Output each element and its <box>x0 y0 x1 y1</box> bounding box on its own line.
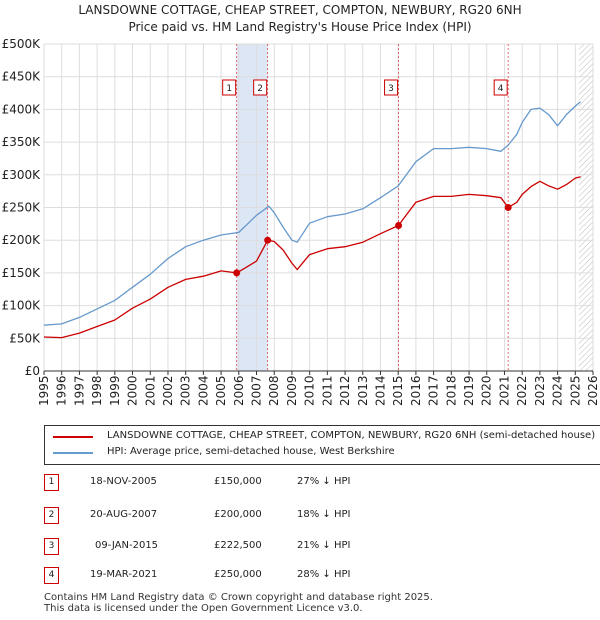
x-tick-label: 2022 <box>515 375 529 406</box>
sale-point <box>233 269 241 277</box>
x-tick-label: 1999 <box>108 375 122 406</box>
x-tick-label: 2003 <box>179 375 193 406</box>
x-tick-label: 1998 <box>90 375 104 406</box>
y-tick-label: £400K <box>2 102 42 116</box>
chart-subtitle: Price paid vs. HM Land Registry's House … <box>128 20 472 34</box>
y-tick-label: £300K <box>2 168 42 182</box>
y-tick-label: £100K <box>2 299 42 313</box>
sale-row: 4 19-MAR-2021 £250,000 28% ↓ HPI <box>44 565 374 585</box>
sale-label-number: 4 <box>498 84 504 94</box>
sale-price: £250,000 <box>214 569 262 580</box>
legend-label-hpi: HPI: Average price, semi-detached house,… <box>107 446 395 457</box>
x-tick-label: 2016 <box>409 375 423 406</box>
chart-title: LANSDOWNE COTTAGE, CHEAP STREET, COMPTON… <box>78 3 522 17</box>
x-tick-label: 2008 <box>267 375 281 406</box>
y-tick-label: £50K <box>9 331 41 345</box>
sale-date: 09-JAN-2015 <box>95 540 159 551</box>
y-tick-label: £500K <box>2 37 42 51</box>
sale-point <box>264 236 272 244</box>
x-tick-label: 2005 <box>214 375 228 406</box>
x-tick-label: 1997 <box>72 375 86 406</box>
x-tick-label: 2011 <box>320 375 334 406</box>
sale-price: £222,500 <box>214 540 262 551</box>
footer-licence: This data is licensed under the Open Gov… <box>44 603 363 614</box>
x-tick-label: 2021 <box>497 375 511 406</box>
sale-date: 19-MAR-2021 <box>90 569 158 580</box>
x-tick-label: 2026 <box>586 375 600 406</box>
sale-point <box>504 204 512 211</box>
sale-date: 20-AUG-2007 <box>90 509 158 520</box>
y-tick-label: £450K <box>2 70 42 84</box>
hpi-line <box>43 101 582 326</box>
x-tick-label: 2018 <box>444 375 458 406</box>
x-tick-label: 2025 <box>568 375 582 406</box>
legend: LANSDOWNE COTTAGE, CHEAP STREET, COMPTON… <box>44 425 600 465</box>
x-tick-label: 2024 <box>551 375 565 406</box>
sale-label-box <box>384 79 399 96</box>
sale-label-number: 2 <box>257 84 263 94</box>
sale-label-box <box>493 79 508 96</box>
x-tick-label: 2006 <box>232 375 246 406</box>
sale-label-number: 1 <box>226 84 232 94</box>
sale-price: £200,000 <box>214 509 262 520</box>
x-tick-label: 2013 <box>356 375 370 406</box>
x-tick-label: 2002 <box>161 375 175 406</box>
sale-point <box>395 221 403 229</box>
sale-number-badge: 3 <box>44 538 59 555</box>
x-tick-label: 2000 <box>126 375 140 406</box>
sale-hpi-diff: 21% ↓ HPI <box>297 540 351 551</box>
sale-hpi-diff: 27% ↓ HPI <box>297 476 351 487</box>
sale-number-badge: 1 <box>44 474 59 491</box>
x-tick-label: 2019 <box>462 375 476 406</box>
y-tick-label: £350K <box>2 135 42 149</box>
sale-hpi-diff: 28% ↓ HPI <box>297 569 351 580</box>
x-tick-label: 1995 <box>37 375 51 406</box>
sale-number-badge: 2 <box>44 507 59 524</box>
chart-title-block: LANSDOWNE COTTAGE, CHEAP STREET, COMPTON… <box>0 2 600 36</box>
x-tick-label: 2020 <box>480 375 494 406</box>
x-tick-label: 2015 <box>391 375 405 406</box>
sale-row: 3 09-JAN-2015 £222,500 21% ↓ HPI <box>44 536 374 556</box>
footer: Contains HM Land Registry data © Crown c… <box>44 592 433 614</box>
sale-label-box <box>253 79 268 96</box>
sale-number-badge: 4 <box>44 567 59 584</box>
footer-copyright: Contains HM Land Registry data © Crown c… <box>44 592 433 603</box>
sale-hpi-diff: 18% ↓ HPI <box>297 509 351 520</box>
legend-line-hpi <box>53 452 93 454</box>
y-tick-label: £0 <box>25 364 40 378</box>
x-tick-label: 1996 <box>55 375 69 406</box>
x-tick-label: 2007 <box>250 375 264 406</box>
y-tick-label: £150K <box>2 266 42 280</box>
x-tick-label: 2023 <box>533 375 547 406</box>
x-tick-label: 2009 <box>285 375 299 406</box>
x-tick-label: 2001 <box>143 375 157 406</box>
sale-label-box <box>222 79 237 96</box>
sale-date: 18-NOV-2005 <box>90 476 157 487</box>
sale-price: £150,000 <box>214 476 262 487</box>
sale-row: 2 20-AUG-2007 £200,000 18% ↓ HPI <box>44 505 374 525</box>
sale-label-number: 3 <box>388 84 394 94</box>
legend-label-property: LANSDOWNE COTTAGE, CHEAP STREET, COMPTON… <box>107 430 596 441</box>
price-chart: 1 2 3 4 £0 £50K £100K £150K £200K £250K £300K £350… <box>2 37 600 406</box>
y-tick-label: £200K <box>2 233 42 247</box>
x-tick-label: 2010 <box>303 375 317 406</box>
sale-row: 1 18-NOV-2005 £150,000 27% ↓ HPI <box>44 472 374 492</box>
x-tick-label: 2004 <box>196 375 210 406</box>
y-tick-label: £250K <box>2 201 42 215</box>
property-price-line <box>43 176 581 339</box>
x-tick-label: 2017 <box>427 375 441 406</box>
legend-line-property <box>53 436 93 438</box>
x-tick-label: 2012 <box>338 375 352 406</box>
x-tick-label: 2014 <box>373 375 387 406</box>
